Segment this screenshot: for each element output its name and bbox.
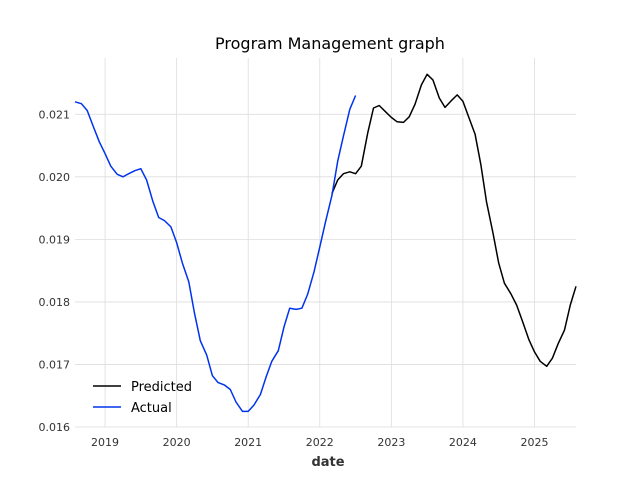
x-tick-label: 2025 [520, 436, 548, 449]
x-axis-label: date [311, 455, 344, 470]
x-tick-label: 2021 [234, 436, 262, 449]
legend-label-actual: Actual [131, 401, 172, 416]
chart-title: Program Management graph [215, 34, 445, 53]
x-tick-label: 2024 [449, 436, 477, 449]
y-tick-label: 0.016 [39, 421, 71, 434]
legend-label-predicted: Predicted [131, 380, 192, 395]
x-tick-label: 2023 [377, 436, 405, 449]
y-tick-label: 0.018 [39, 296, 71, 309]
y-tick-label: 0.021 [39, 108, 71, 121]
series-lines [74, 73, 577, 413]
series-line-predicted [331, 73, 577, 368]
legend: Predicted Actual [93, 380, 192, 416]
x-tick-label: 2019 [91, 436, 119, 449]
series-line-actual [74, 95, 357, 413]
y-tick-label: 0.019 [39, 233, 71, 246]
y-tick-label: 0.017 [39, 358, 71, 371]
grid-lines [75, 58, 576, 428]
x-tick-label: 2020 [163, 436, 191, 449]
y-axis-ticks: 0.016 0.017 0.018 0.019 0.020 0.021 [39, 108, 71, 434]
x-tick-label: 2022 [306, 436, 334, 449]
y-tick-label: 0.020 [39, 171, 71, 184]
x-axis-ticks: 2019 2020 2021 2022 2023 2024 2025 [91, 436, 548, 449]
